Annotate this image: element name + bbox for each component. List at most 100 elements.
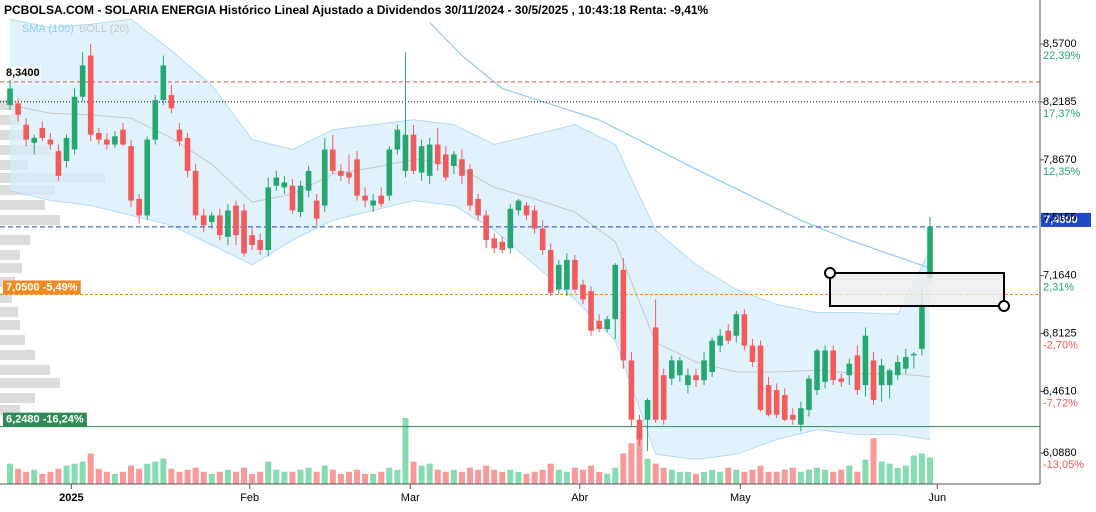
candle-body bbox=[854, 355, 861, 391]
volume-bar bbox=[467, 467, 474, 484]
volume-profile-bar bbox=[0, 364, 50, 375]
volume-profile-bar bbox=[0, 292, 12, 303]
volume-bar bbox=[692, 473, 699, 484]
volume-bar bbox=[499, 471, 506, 484]
volume-bar bbox=[31, 469, 38, 484]
candle-body bbox=[911, 353, 917, 356]
candle-body bbox=[604, 319, 610, 330]
candle-body bbox=[628, 360, 635, 420]
candle-body bbox=[814, 350, 820, 391]
volume-bar bbox=[79, 461, 86, 484]
candle-body bbox=[289, 185, 296, 211]
volume-bar bbox=[555, 469, 562, 484]
x-tick-label: Feb bbox=[240, 492, 259, 504]
candle-body bbox=[790, 414, 796, 420]
candle-body bbox=[596, 320, 602, 330]
candle-body bbox=[886, 370, 893, 386]
volume-bar bbox=[717, 471, 724, 484]
volume-bar bbox=[297, 469, 304, 484]
volume-bar bbox=[192, 467, 199, 484]
candle-body bbox=[555, 264, 562, 290]
volume-bar bbox=[870, 438, 877, 484]
level-label-box bbox=[3, 280, 81, 295]
candle-body bbox=[733, 314, 740, 336]
candle-body bbox=[313, 200, 320, 219]
plot-layer bbox=[0, 43, 1040, 484]
y-pct-label: -13,05% bbox=[1043, 459, 1084, 471]
volume-bar bbox=[418, 465, 425, 484]
legend-entry: BOLL (20) bbox=[79, 23, 129, 35]
candle-body bbox=[386, 149, 393, 196]
candle-body bbox=[265, 187, 272, 250]
volume-bar bbox=[265, 461, 272, 484]
volume-profile-bar bbox=[0, 392, 35, 403]
volume-bar bbox=[644, 458, 651, 484]
volume-bar bbox=[71, 463, 78, 484]
volume-bar bbox=[55, 468, 62, 484]
candle-body bbox=[330, 149, 336, 171]
candle-body bbox=[531, 210, 538, 229]
y-tick-label: 7,8670 bbox=[1043, 154, 1077, 166]
candle-body bbox=[95, 132, 102, 140]
candle-body bbox=[249, 235, 255, 246]
y-tick-label: 7,1640 bbox=[1043, 270, 1077, 282]
candle-body bbox=[208, 215, 215, 222]
level-label: 8,3400 bbox=[6, 67, 40, 79]
candle-body bbox=[31, 137, 38, 143]
candle-body bbox=[564, 259, 570, 290]
candle-body bbox=[112, 136, 118, 145]
candle-body bbox=[870, 360, 877, 400]
volume-bar bbox=[571, 467, 578, 484]
candle-body bbox=[693, 375, 699, 381]
bollinger-mid bbox=[9, 104, 931, 378]
volume-bar bbox=[475, 469, 482, 484]
volume-bar bbox=[515, 471, 522, 484]
volume-bar bbox=[321, 465, 328, 484]
sma-line bbox=[429, 22, 931, 269]
bollinger-lower bbox=[9, 190, 931, 460]
volume-bar bbox=[878, 461, 885, 484]
candle-body bbox=[451, 154, 457, 166]
volume-bar bbox=[87, 453, 94, 484]
x-tick-label: 2025 bbox=[59, 492, 83, 504]
candle-body bbox=[846, 363, 853, 376]
candle-body bbox=[281, 182, 288, 188]
volume-bar bbox=[523, 473, 530, 484]
candle-body bbox=[515, 200, 522, 211]
volume-bar bbox=[765, 471, 772, 484]
volume-bar bbox=[184, 469, 191, 484]
legend-entry: SMA (100) bbox=[22, 23, 74, 35]
candle-body bbox=[660, 375, 667, 420]
volume-bar bbox=[362, 473, 369, 484]
volume-bar bbox=[103, 471, 110, 484]
candle-body bbox=[418, 146, 425, 173]
volume-bar bbox=[160, 458, 167, 484]
candle-body bbox=[927, 226, 933, 279]
candle-body bbox=[709, 340, 715, 372]
candle-body bbox=[830, 350, 836, 381]
volume-bar bbox=[910, 455, 917, 484]
candle-body bbox=[442, 154, 449, 178]
candle-body bbox=[63, 137, 70, 161]
candle-body bbox=[15, 103, 21, 115]
candle-body bbox=[798, 408, 804, 425]
volume-bar bbox=[119, 471, 126, 484]
volume-profile-bar bbox=[0, 349, 35, 360]
candle-body bbox=[499, 241, 506, 250]
volume-profile-bar bbox=[0, 234, 30, 245]
volume-bar bbox=[668, 469, 675, 484]
volume-bar bbox=[7, 463, 14, 484]
level-label: 6,2480 -16,24% bbox=[6, 414, 84, 426]
volume-bar bbox=[47, 471, 54, 484]
volume-bar bbox=[854, 471, 861, 484]
volume-profile-bar bbox=[0, 377, 60, 388]
volume-bar bbox=[797, 471, 804, 484]
candle-body bbox=[47, 139, 54, 145]
volume-profile-bar bbox=[0, 319, 20, 330]
volume-bar bbox=[289, 471, 296, 484]
candle-body bbox=[612, 264, 619, 320]
candle-body bbox=[475, 198, 481, 216]
candle-body bbox=[378, 195, 385, 204]
candle-body bbox=[426, 144, 433, 176]
y-tick-label: 6,8125 bbox=[1043, 328, 1077, 340]
